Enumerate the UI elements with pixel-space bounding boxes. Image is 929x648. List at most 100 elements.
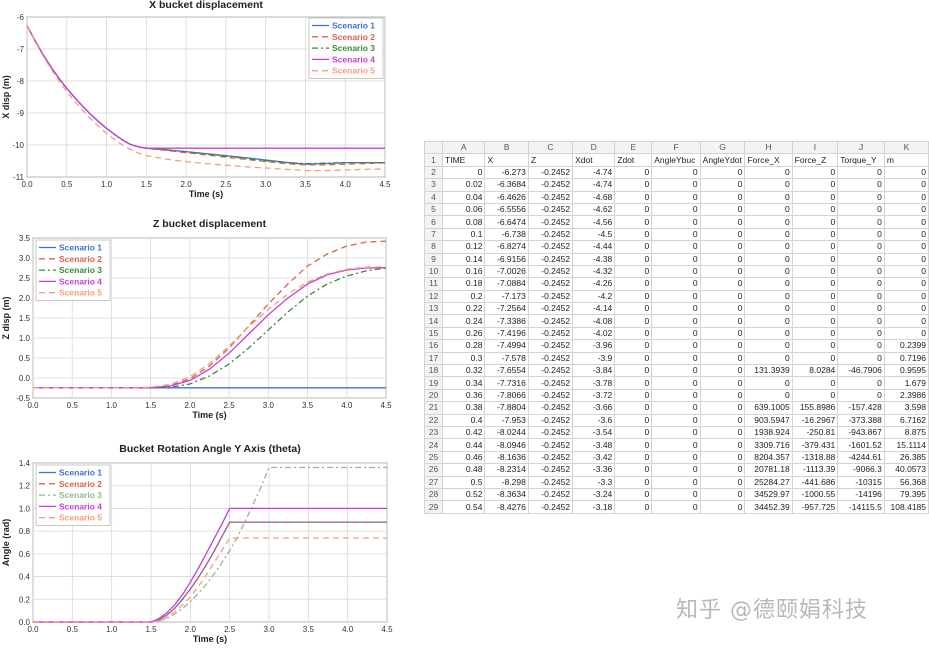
chart-3: 0.0 0.5 1.0 1.5 2.0 2.5 3.0 3.5 4.0 4.5 0.0 0.2 0.4 0… [1,443,393,644]
chart-2: 0.0 0.5 1.0 1.5 2.0 2.5 3.0 3.5 4.0 4.5-0.50.00.5… [1,218,392,420]
table-cell: 0 [614,178,653,192]
table-cell: -0.2452 [527,364,574,378]
table-cell: 0 [791,277,839,291]
row-number: 1 [423,153,444,167]
table-cell: -3.96 [572,339,616,353]
table-cell: 0.18 [442,277,486,291]
table-cell: -3.84 [572,364,616,378]
y-tick-label: 0.0 [19,374,31,383]
table-cell: 0 [699,289,746,304]
table-cell: 0 [744,165,793,180]
series-line-5 [26,25,386,172]
table-cell: 0 [651,252,701,266]
row-number: 13 [423,302,444,316]
table-row: 5 0.06 -6.5556 -0.2452 -4.62 0 0 0 0 0 0 0 [423,202,929,217]
table-cell: 0 [614,463,653,477]
x-tick-label: 2.0 [184,401,196,410]
table-cell: 0 [791,215,839,229]
header-cell: AngleYdot [699,153,746,167]
row-number: 14 [423,314,444,328]
table-cell: -0.2452 [527,475,574,489]
charts-area: 0.0 0.5 1.0 1.5 2.0 2.5 3.0 3.5 4.0 4.5 -11 -10 -9 -8… [1,0,393,644]
table-cell: 0 [699,215,746,229]
table-cell: -4.62 [572,202,616,217]
table-cell: -0.2452 [527,240,574,254]
table-cell: 0 [883,302,929,316]
spreadsheet: A B C D E F G H I J K 1 TIME X Z Xdot Zdot AngleYbuc Angle… [423,140,929,514]
legend-label: Scenario 5 [59,513,102,523]
table-cell: 0 [699,264,746,279]
legend-label: Scenario 1 [59,243,102,253]
legend-label: Scenario 1 [332,21,375,31]
chart-title: Z bucket displacement [153,218,267,230]
table-cell: -3.72 [572,388,616,403]
x-tick-label: 2.5 [220,180,232,189]
table-cell: 0 [883,264,929,279]
table-cell: 0 [883,314,929,328]
table-cell: -3.6 [572,413,616,428]
row-number: 12 [423,289,444,304]
table-cell: 0.02 [442,178,486,192]
table-cell: -0.2452 [527,463,574,477]
table-cell: 0 [614,165,653,180]
table-cell: -4.44 [572,240,616,254]
table-cell: 0 [614,289,653,304]
header-cell: Z [527,153,574,167]
column-letter: A [442,140,486,155]
table-cell: -0.2452 [527,302,574,316]
table-cell: 0 [651,376,701,390]
table-cell: -0.2452 [527,289,574,304]
header-cell: Zdot [614,153,653,167]
row-number: 25 [423,450,444,465]
table-cell: 0 [837,215,885,229]
series-line-5 [33,266,387,389]
table-cell: 0 [699,425,746,440]
x-tick-label: 1.5 [141,180,153,189]
y-tick-label: -8 [17,77,25,86]
column-letter: E [614,140,653,155]
table-cell: -3.66 [572,401,616,415]
table-cell: 40.0573 [883,463,929,477]
table-cell: 0 [699,326,746,341]
table-cell: -3.54 [572,425,616,440]
table-cell: -4.02 [572,326,616,341]
table-cell: -943.867 [837,425,885,440]
row-number: 27 [423,475,444,489]
y-tick-label: 1.0 [19,334,31,343]
table-cell: -4244.61 [837,450,885,465]
table-cell: 0 [699,178,746,192]
table-cell: 0 [791,190,839,204]
table-cell: 0 [614,264,653,279]
table-cell: 0 [883,165,929,180]
row-number: 15 [423,326,444,341]
table-cell: -3.78 [572,376,616,390]
column-letter: K [883,140,929,155]
table-cell: -0.2452 [527,413,574,428]
table-cell: 0.1 [442,227,486,242]
row-number: 7 [423,227,444,242]
y-tick-label: 0.4 [19,573,31,582]
table-cell: 0 [837,277,885,291]
table-cell: 0 [791,388,839,403]
x-tick-label: 0.5 [61,180,73,189]
table-cell: -4.56 [572,215,616,229]
table-cell: 0 [651,500,701,514]
y-tick-label: 2.0 [19,294,31,303]
legend-label: Scenario 4 [59,501,102,511]
table-cell: -4.74 [572,165,616,180]
table-cell: 0 [651,487,701,502]
table-cell: -6.9156 [484,252,529,266]
row-number: 29 [423,500,444,514]
table-cell: 0.08 [442,215,486,229]
table-cell: -4.2 [572,289,616,304]
table-cell: -441.686 [791,475,839,489]
table-cell: 903.5947 [744,413,793,428]
table-cell: 0 [699,376,746,390]
table-cell: 0 [651,339,701,353]
header-cell: TIME [442,153,486,167]
y-tick-label: 1.5 [19,314,31,323]
table-cell: 0.7196 [883,351,929,366]
table-cell: -0.2452 [527,215,574,229]
table-cell: 0 [651,202,701,217]
